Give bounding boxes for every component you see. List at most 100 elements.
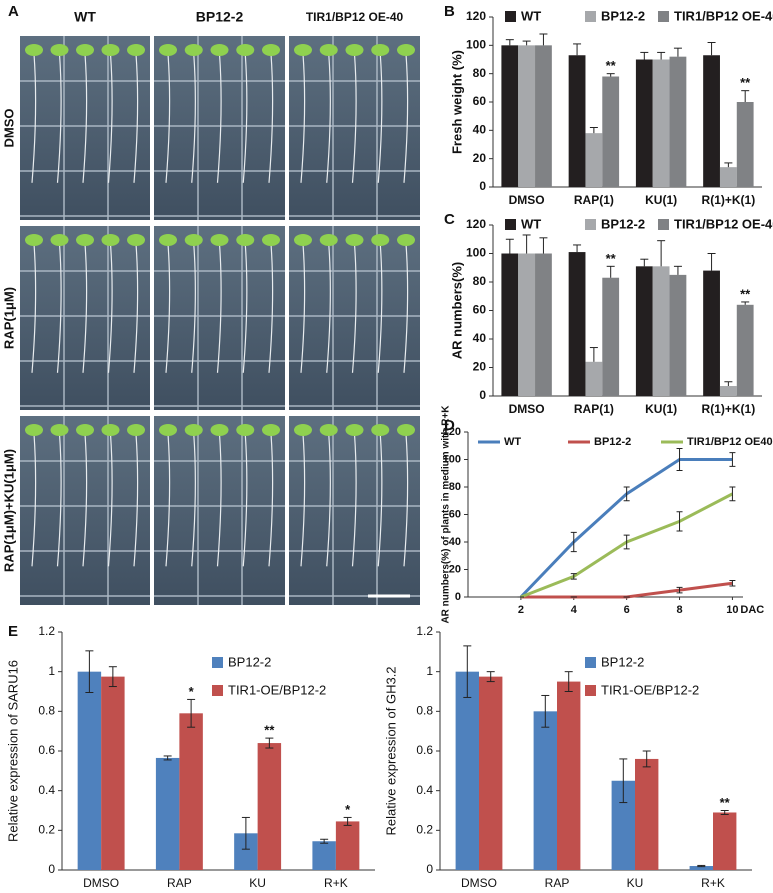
x-tick-label: RAP(1) — [574, 402, 614, 416]
seedling-root — [377, 53, 383, 183]
plate-photo — [20, 36, 150, 220]
seedling-root — [165, 433, 171, 567]
legend-swatch — [658, 11, 669, 22]
y-tick-label: 100 — [443, 453, 461, 465]
legend-label: BP12-2 — [601, 8, 645, 23]
panel-label: E — [8, 623, 18, 640]
seedling-root — [133, 243, 139, 373]
column-header: WT — [74, 9, 96, 25]
seedling-root — [351, 243, 357, 373]
bar — [234, 833, 258, 870]
y-tick-label: 120 — [443, 426, 461, 438]
y-axis-label: Fresh weight (%) — [449, 50, 464, 154]
seedling-root — [31, 53, 37, 183]
seedling-root — [403, 53, 409, 183]
bar — [713, 812, 737, 870]
seedling-leaf — [25, 234, 43, 246]
x-tick-label: RAP — [545, 876, 570, 890]
seedling-leaf — [159, 234, 177, 246]
y-tick-label: 60 — [449, 508, 461, 520]
seedling-leaf — [294, 234, 312, 246]
y-tick-label: 0.6 — [416, 743, 433, 757]
bar — [602, 277, 620, 396]
seedling-leaf — [371, 44, 390, 56]
y-tick-label: 100 — [466, 38, 486, 52]
significance: ** — [740, 286, 751, 301]
seedling-root — [82, 433, 88, 567]
bar — [101, 676, 125, 870]
seedling-leaf — [319, 234, 338, 246]
legend-label: WT — [504, 436, 521, 448]
legend-swatch — [505, 11, 516, 22]
x-tick-label: R(1)+K(1) — [702, 193, 756, 207]
legend-label: TIR1/BP12 OE40 — [687, 436, 773, 448]
bar — [455, 671, 479, 870]
panel-label: B — [444, 3, 455, 20]
row-label: RAP(1μM) — [1, 287, 16, 349]
bar — [312, 841, 336, 870]
seedling-root — [191, 433, 196, 567]
panel-label: A — [8, 3, 19, 20]
seedling-leaf — [371, 234, 390, 246]
y-tick-label: 40 — [473, 123, 487, 137]
legend-label: TIR1/BP12 OE-40 — [674, 8, 773, 23]
seedling-leaf — [101, 234, 120, 246]
x-tick-label: DMSO — [83, 876, 119, 890]
seedling-leaf — [127, 234, 145, 246]
bar — [635, 59, 653, 187]
seedling-leaf — [262, 424, 280, 436]
x-tick-label: DMSO — [509, 193, 545, 207]
y-tick-label: 80 — [449, 481, 461, 493]
y-tick-label: 1 — [48, 664, 55, 678]
bar — [557, 681, 581, 870]
seedling-root — [107, 433, 113, 567]
seedling-leaf — [50, 234, 69, 246]
bar — [518, 45, 536, 188]
x-tick-label: KU(1) — [645, 402, 677, 416]
y-tick-label: 120 — [466, 9, 486, 23]
x-tick-label: 8 — [676, 604, 682, 616]
seedling-root — [82, 53, 88, 183]
significance: ** — [740, 75, 751, 90]
seedling-leaf — [25, 424, 43, 436]
panel-label: C — [444, 211, 455, 228]
bar — [703, 270, 720, 396]
bar — [179, 713, 203, 870]
x-tick-label: 4 — [571, 604, 578, 616]
bar — [335, 821, 360, 870]
bar — [535, 45, 552, 188]
seedling-root — [268, 433, 274, 567]
bar — [652, 59, 670, 187]
seedling-leaf — [294, 44, 312, 56]
seedling-root — [242, 53, 248, 183]
y-axis-label: AR numbers(%) of plants in medium with R… — [441, 405, 452, 624]
x-tick-label: RAP — [167, 876, 192, 890]
y-tick-label: 0.2 — [416, 823, 433, 837]
x-tick-label: KU — [627, 876, 644, 890]
x-tick-label: DMSO — [461, 876, 497, 890]
bar — [568, 252, 586, 396]
seedling-root — [216, 243, 222, 373]
seedling-leaf — [294, 424, 312, 436]
y-axis-label: AR numbers(%) — [449, 262, 464, 360]
seedling-root — [216, 433, 222, 567]
y-tick-label: 0 — [48, 862, 55, 876]
seedling-leaf — [262, 234, 280, 246]
seedling-root — [403, 243, 409, 373]
seedling-leaf — [159, 424, 177, 436]
y-axis-label: Relative expression of SARU16 — [5, 660, 20, 842]
seedling-leaf — [76, 424, 94, 436]
legend-label: TIR1-OE/BP12-2 — [601, 682, 699, 697]
seedling-root — [326, 433, 331, 567]
row-label: DMSO — [1, 109, 16, 148]
seedling-leaf — [236, 234, 255, 246]
bar — [501, 45, 519, 188]
significance: * — [189, 684, 195, 699]
x-axis-label: DAC — [740, 604, 764, 616]
seedling-root — [31, 433, 37, 567]
seedling-root — [56, 243, 62, 373]
seedling-root — [165, 243, 171, 373]
y-tick-label: 60 — [473, 303, 487, 317]
bar — [719, 167, 737, 187]
